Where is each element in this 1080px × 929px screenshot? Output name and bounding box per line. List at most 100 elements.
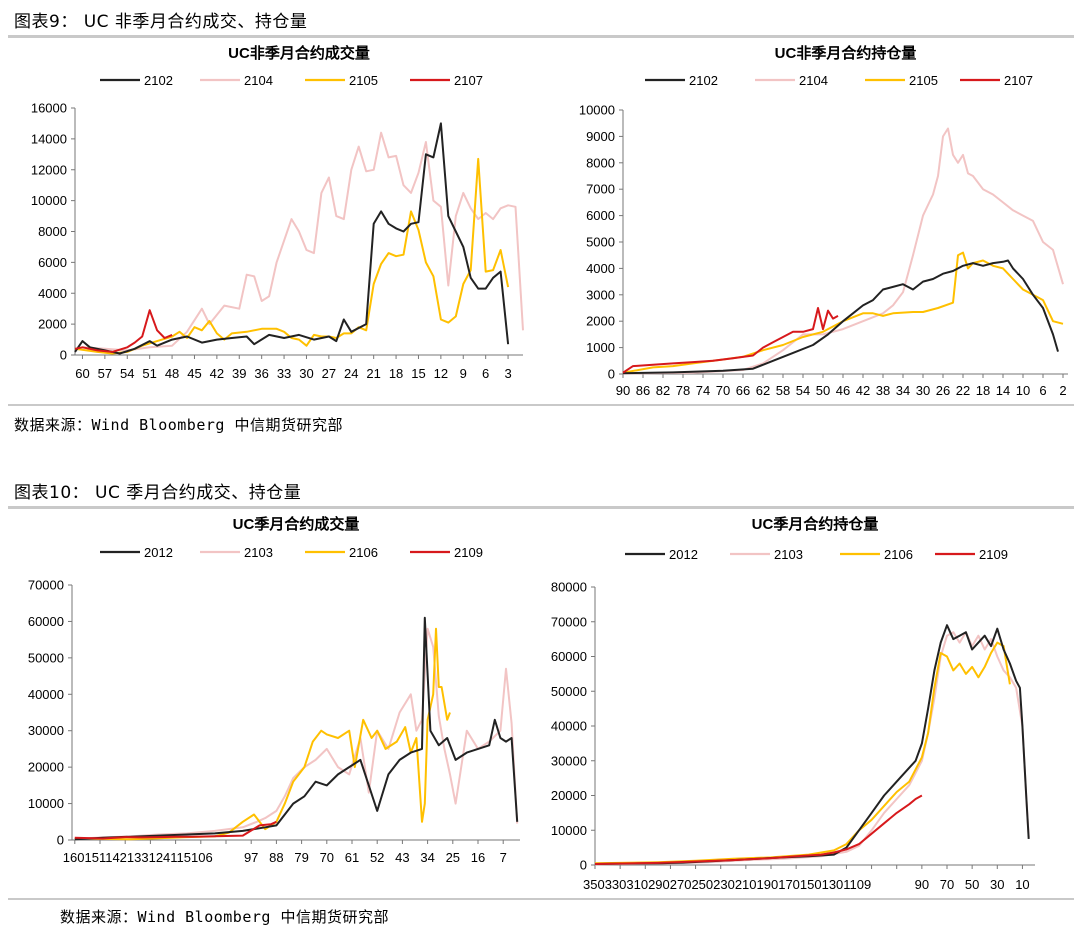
x-tick-label: 2 (1059, 383, 1066, 398)
x-tick-label: 24 (344, 366, 358, 381)
x-tick-label: 45 (187, 366, 201, 381)
x-tick-label: 3503303102902702502302101901701501301109 (583, 877, 871, 892)
y-tick-label: 12000 (31, 162, 67, 177)
y-tick-label: 10000 (31, 193, 67, 208)
y-tick-label: 6000 (38, 255, 67, 270)
x-tick-label: 7 (500, 850, 507, 865)
series-line-2105 (74, 157, 510, 355)
y-tick-label: 30000 (28, 723, 64, 738)
x-tick-label: 30 (299, 366, 313, 381)
x-tick-label: 48 (165, 366, 179, 381)
series-line-2109 (74, 820, 277, 840)
x-tick-label: 46 (836, 383, 850, 398)
x-tick-label: 42 (856, 383, 870, 398)
legend-label-2105: 2105 (349, 73, 378, 88)
x-tick-label: 86 (636, 383, 650, 398)
series-line-2107 (622, 307, 839, 374)
x-tick-label: 27 (322, 366, 336, 381)
x-tick-label: 9 (460, 366, 467, 381)
x-tick-label: 16 (471, 850, 485, 865)
x-tick-label: 15 (411, 366, 425, 381)
figure9-source: 数据来源：Wind Bloomberg 中信期货研究部 (14, 416, 343, 434)
x-tick-label: 38 (876, 383, 890, 398)
y-tick-label: 0 (57, 833, 64, 848)
y-tick-label: 16000 (31, 101, 67, 116)
y-tick-label: 60000 (551, 649, 587, 664)
x-tick-label: 88 (269, 850, 283, 865)
series-line-2012 (594, 624, 1030, 865)
series-line-2102 (74, 122, 510, 355)
x-tick-label: 70 (940, 877, 954, 892)
chart-title: UC非季月合约成交量 (228, 44, 370, 62)
x-tick-label: 26 (936, 383, 950, 398)
x-tick-label: 50 (816, 383, 830, 398)
y-tick-label: 14000 (31, 131, 67, 146)
series-line-2107 (74, 309, 173, 353)
x-tick-label: 6 (1039, 383, 1046, 398)
x-tick-label: 21 (366, 366, 380, 381)
x-tick-label: 78 (676, 383, 690, 398)
legend-label-2106: 2106 (349, 545, 378, 560)
x-tick-label: 34 (896, 383, 910, 398)
y-tick-label: 6000 (586, 208, 615, 223)
x-tick-label: 62 (756, 383, 770, 398)
legend-label-2102: 2102 (689, 73, 718, 88)
y-tick-label: 8000 (38, 224, 67, 239)
x-tick-label: 79 (294, 850, 308, 865)
y-tick-label: 70000 (551, 614, 587, 629)
legend-label-2107: 2107 (1004, 73, 1033, 88)
series-line-2104 (82, 131, 524, 352)
x-tick-label: 10 (1015, 877, 1029, 892)
x-tick-label: 50 (965, 877, 979, 892)
y-tick-label: 80000 (551, 580, 587, 595)
x-tick-label: 25 (446, 850, 460, 865)
y-tick-label: 10000 (551, 823, 587, 838)
legend-label-2109: 2109 (454, 545, 483, 560)
legend-label-2106: 2106 (884, 547, 913, 562)
figure9-title: 图表9： UC 非季月合约成交、持仓量 (14, 12, 308, 32)
x-tick-label: 34 (420, 850, 434, 865)
chart-uc-quarterly-open-interest: UC季月合约持仓量 2012 2103 2106 2109 0 10000 20000 3000… (551, 515, 1035, 892)
x-tick-label: 90 (915, 877, 929, 892)
y-tick-label: 50000 (551, 684, 587, 699)
x-tick-label: 6 (482, 366, 489, 381)
x-tick-label: 58 (776, 383, 790, 398)
x-tick-label: 14 (996, 383, 1010, 398)
chart-uc-quarterly-volume: UC季月合约成交量 2012 2103 2106 2109 0 10000 20000 3000… (28, 515, 520, 865)
series-line-2106 (594, 641, 1011, 865)
series-line-2105 (622, 251, 1064, 374)
y-tick-label: 4000 (586, 261, 615, 276)
x-tick-label: 90 (616, 383, 630, 398)
y-tick-label: 5000 (586, 235, 615, 250)
x-tick-label: 10 (1016, 383, 1030, 398)
x-tick-label: 57 (98, 366, 112, 381)
legend-label-2104: 2104 (799, 73, 828, 88)
legend-label-2012: 2012 (144, 545, 173, 560)
chart-title: UC季月合约成交量 (233, 515, 360, 533)
x-tick-label: 82 (656, 383, 670, 398)
y-tick-label: 4000 (38, 286, 67, 301)
x-tick-label: 30 (916, 383, 930, 398)
x-tick-label: 54 (796, 383, 810, 398)
x-tick-label: 18 (976, 383, 990, 398)
y-tick-label: 50000 (28, 650, 64, 665)
legend-label-2105: 2105 (909, 73, 938, 88)
y-tick-label: 20000 (28, 760, 64, 775)
y-tick-label: 40000 (551, 719, 587, 734)
y-tick-label: 2000 (38, 317, 67, 332)
legend-label-2103: 2103 (244, 545, 273, 560)
series-line-2103 (74, 627, 519, 840)
chart-title: UC非季月合约持仓量 (775, 44, 917, 62)
figure9-top-rule (8, 35, 1074, 38)
legend-label-2102: 2102 (144, 73, 173, 88)
legend-label-2012: 2012 (669, 547, 698, 562)
y-tick-label: 0 (580, 858, 587, 873)
x-tick-label: 18 (389, 366, 403, 381)
y-tick-label: 60000 (28, 614, 64, 629)
figure10-title: 图表10： UC 季月合约成交、持仓量 (14, 483, 302, 503)
y-tick-label: 10000 (28, 796, 64, 811)
x-tick-label: 70 (320, 850, 334, 865)
series-line-2012 (74, 616, 519, 841)
figure10-top-rule (8, 506, 1074, 509)
